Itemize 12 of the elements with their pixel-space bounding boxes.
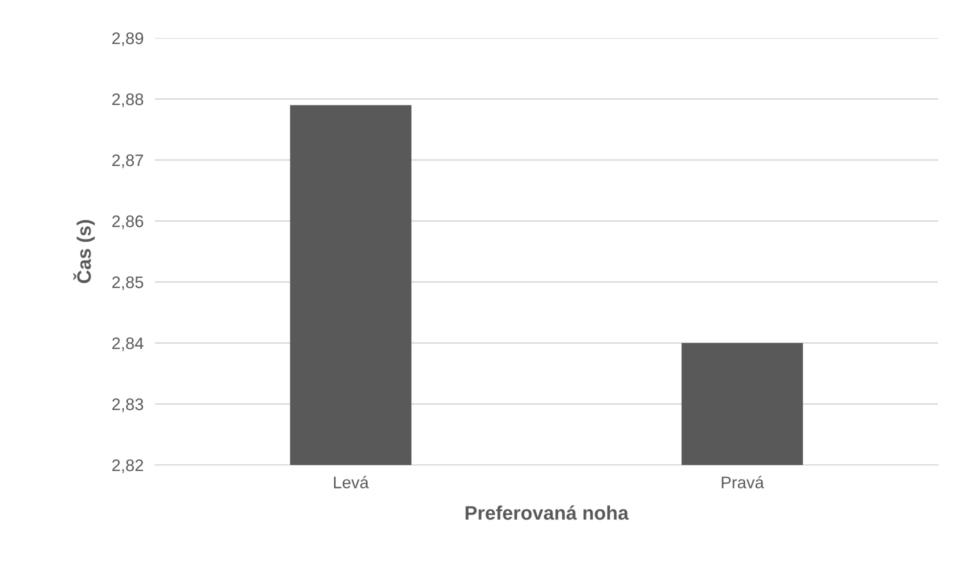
y-tick-label: 2,86 xyxy=(112,215,144,230)
y-tick-label: 2,84 xyxy=(112,337,144,352)
y-axis-title: Čas (s) xyxy=(73,220,95,284)
x-axis-title: Preferovaná noha xyxy=(466,505,629,520)
y-tick-label: 2,87 xyxy=(112,154,144,168)
x-tick-label: Pravá xyxy=(722,476,764,488)
y-tick-label: 2,83 xyxy=(112,398,144,412)
y-tick-label: 2,88 xyxy=(112,93,144,108)
y-tick-label: 2,85 xyxy=(112,276,144,290)
y-tick-label: 2,82 xyxy=(112,459,144,474)
y-tick-label: 2,89 xyxy=(112,32,144,46)
x-tick-label: Levá xyxy=(334,476,369,488)
